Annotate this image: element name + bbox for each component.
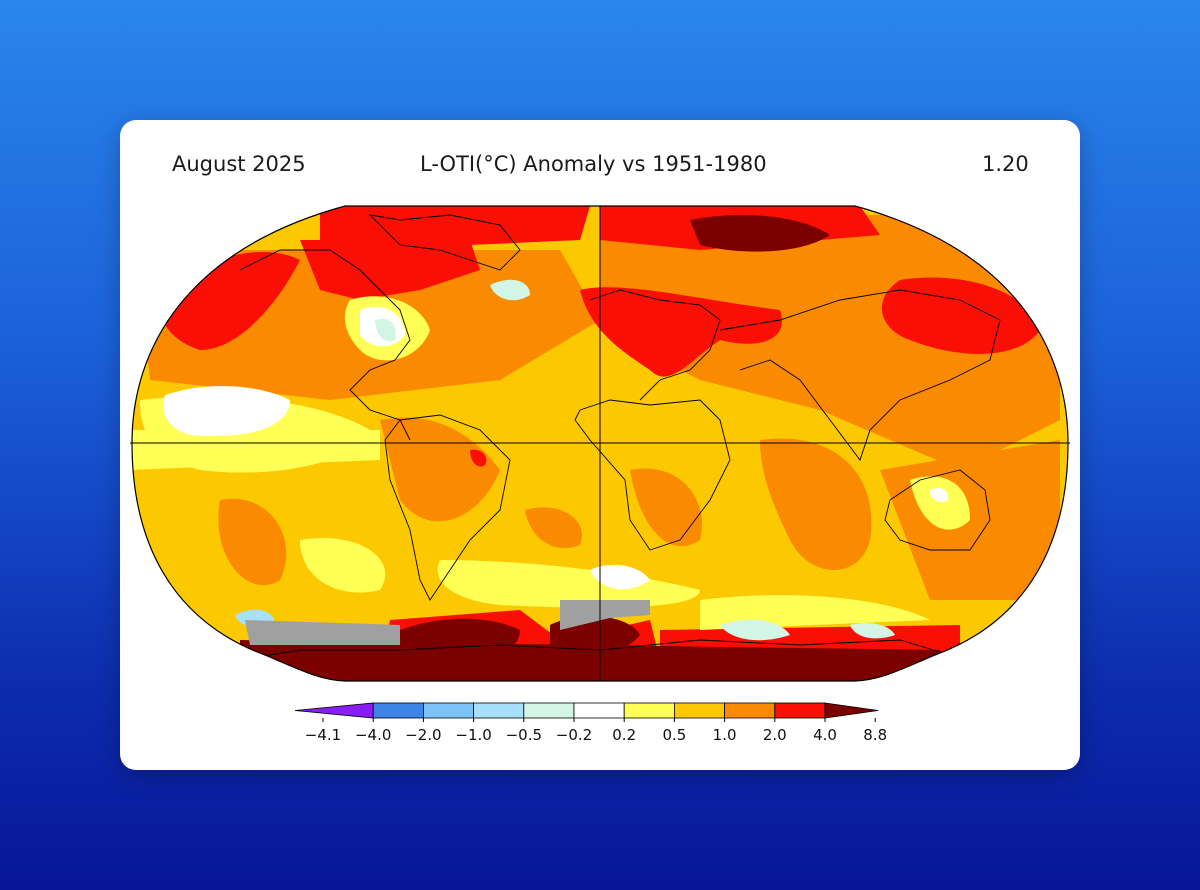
colorbar-arrow-high bbox=[824, 702, 879, 719]
south-atlantic-orange bbox=[525, 507, 582, 549]
colorbar-tick-label: −4.0 bbox=[355, 726, 391, 744]
equator-band-yellow bbox=[132, 430, 380, 470]
colorbar-segment bbox=[372, 702, 424, 719]
south-pacific-yellow bbox=[300, 538, 386, 593]
map-border bbox=[131, 205, 1069, 682]
south-atlantic-yellow bbox=[437, 560, 700, 608]
south-pacific-orange bbox=[218, 498, 287, 586]
missing-data-west bbox=[245, 620, 400, 645]
colorbar-tick-label: 0.2 bbox=[612, 726, 636, 744]
map-title: L-OTI(°C) Anomaly vs 1951-1980 bbox=[420, 152, 767, 176]
colorbar-segment bbox=[573, 702, 625, 719]
colorbar-segment bbox=[623, 702, 675, 719]
date-label: August 2025 bbox=[172, 152, 306, 176]
australia-yellow bbox=[910, 476, 970, 530]
colorbar-tick-label: 1.0 bbox=[713, 726, 737, 744]
colorbar-arrow-low bbox=[294, 702, 374, 719]
asia-coast bbox=[719, 289, 1001, 461]
colorbar-segment bbox=[473, 702, 525, 719]
us-northeast-cool bbox=[375, 318, 396, 342]
australia-coast bbox=[884, 469, 991, 551]
colorbar-tick-label: 0.5 bbox=[662, 726, 686, 744]
colorbar: −4.1 −4.0 −2.0 −1.0 −0.5 −0.2 0.2 0.5 1.0 2.0 4.0 8… bbox=[294, 702, 887, 744]
colorbar-tick-label: −0.5 bbox=[506, 726, 542, 744]
southern-ocean-cool bbox=[720, 619, 790, 641]
colorbar-tick-label: −4.1 bbox=[305, 726, 341, 744]
europe-coast bbox=[589, 289, 721, 401]
north-america-coast bbox=[239, 249, 411, 441]
antarctica-dark-red bbox=[240, 640, 940, 681]
arctic-west-red bbox=[320, 206, 590, 245]
canada-greenland-red bbox=[300, 240, 480, 300]
colorbar-segment bbox=[422, 702, 474, 719]
south-atlantic-white bbox=[590, 564, 650, 590]
global-mean-value: 1.20 bbox=[982, 152, 1029, 176]
greenland-coast bbox=[368, 214, 521, 271]
colorbar-segment bbox=[674, 702, 726, 719]
colorbar-tick-label: 2.0 bbox=[763, 726, 787, 744]
colorbar-segment bbox=[724, 702, 776, 719]
brazil-red-spot bbox=[470, 449, 487, 467]
colorbar-tick-label: −2.0 bbox=[405, 726, 441, 744]
missing-data-weddell bbox=[560, 600, 650, 630]
southern-africa-orange bbox=[630, 468, 702, 547]
africa-coast bbox=[574, 399, 731, 551]
north-atlantic-cool bbox=[490, 279, 530, 301]
indian-ocean-orange bbox=[760, 438, 872, 570]
ross-sea-cool bbox=[850, 623, 895, 639]
colorbar-segment bbox=[774, 702, 826, 719]
colorbar-tick-label: −0.2 bbox=[556, 726, 592, 744]
colorbar-tick-label: 8.8 bbox=[863, 726, 887, 744]
pacific-white-patch bbox=[163, 385, 290, 437]
south-america-coast bbox=[384, 414, 511, 601]
colorbar-tick-label: 4.0 bbox=[813, 726, 837, 744]
europe-middle-east-red bbox=[580, 287, 782, 377]
east-asia-red bbox=[881, 277, 1040, 354]
siberia-dark-red bbox=[690, 215, 830, 252]
colorbar-tick-label: −1.0 bbox=[455, 726, 491, 744]
colorbar-segment bbox=[523, 702, 575, 719]
australia-white bbox=[930, 488, 949, 502]
